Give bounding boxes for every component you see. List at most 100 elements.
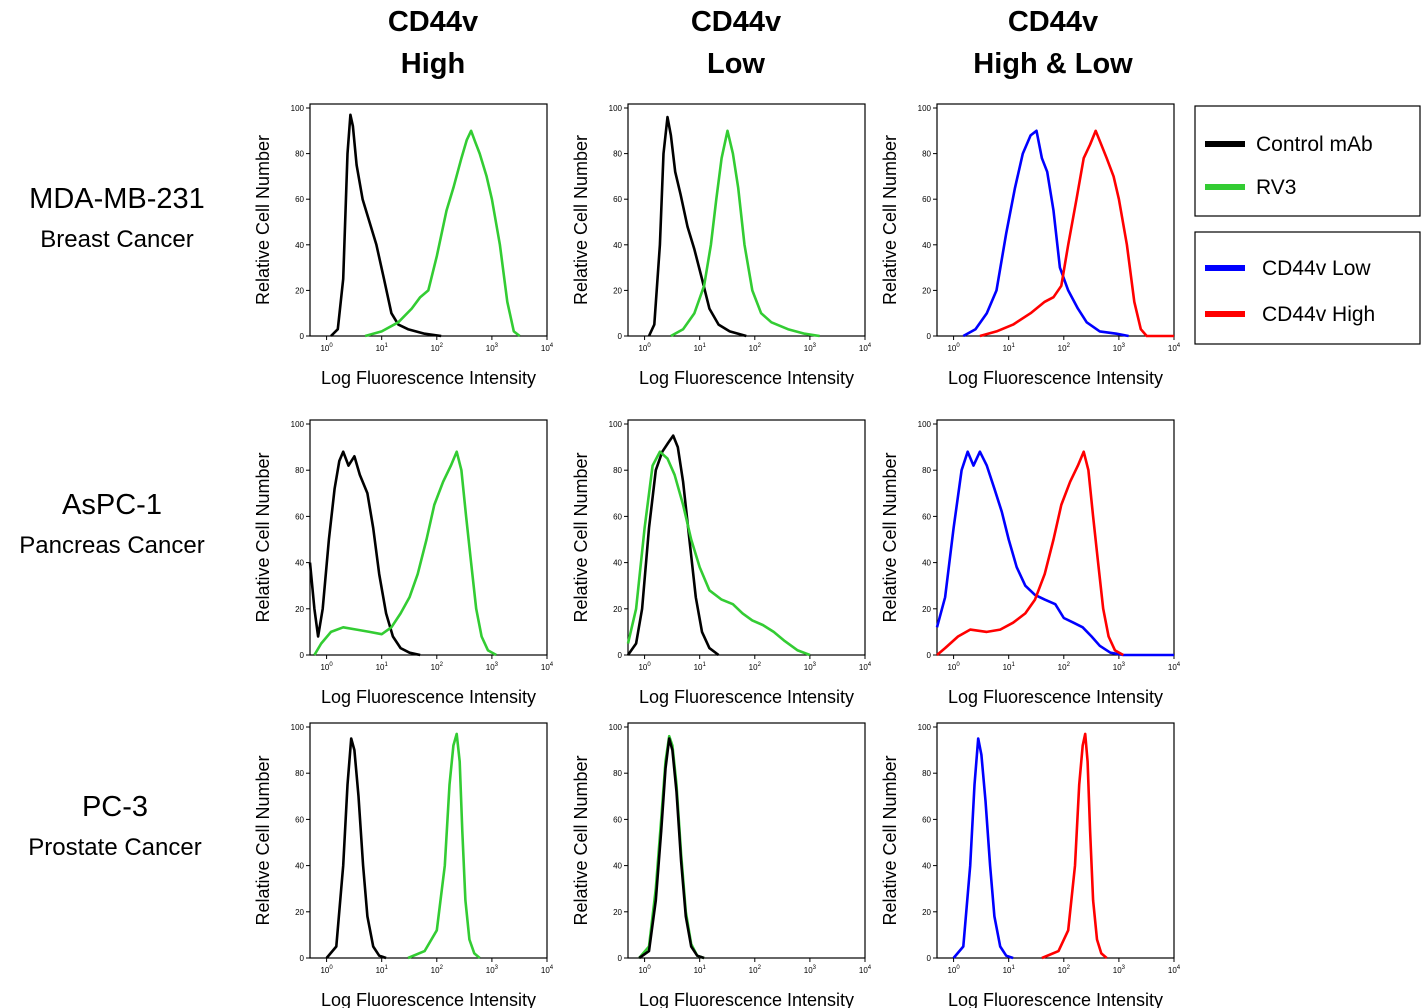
histogram-panels: 0 20 40 60 80 100 100 101 102 103 104 Log Fluoresce…	[253, 103, 1181, 1008]
y-tick-label: 0	[300, 954, 305, 963]
x-tick-label: 103	[804, 662, 817, 672]
y-tick-label: 0	[618, 332, 623, 341]
column-title-1-line2: High	[401, 48, 465, 80]
column-titles: CD44v High CD44v Low CD44v High & Low	[388, 6, 1133, 80]
x-tick-label: 101	[1003, 965, 1016, 975]
histogram-line-1	[952, 737, 1014, 960]
x-tick-label: 100	[947, 343, 960, 353]
plot-frame	[627, 722, 866, 959]
y-tick-label: 0	[300, 332, 305, 341]
x-tick-label: 104	[859, 662, 872, 672]
legend-box-1	[1194, 105, 1421, 217]
column-title-2-line1: CD44v	[691, 6, 781, 38]
plot-frame	[627, 103, 866, 337]
histogram-line-1	[962, 129, 1129, 338]
y-axis-label: Relative Cell Number	[880, 135, 900, 305]
y-tick-label: 20	[295, 908, 304, 917]
x-tick-label: 103	[1113, 343, 1126, 353]
y-tick-label: 60	[613, 512, 622, 521]
x-axis-label: Log Fluorescence Intensity	[639, 687, 854, 707]
y-axis-label: Relative Cell Number	[253, 755, 273, 925]
x-tick-label: 101	[1003, 343, 1016, 353]
x-tick-label: 104	[1168, 662, 1181, 672]
x-axis-label: Log Fluorescence Intensity	[321, 990, 536, 1008]
row-title-3-sub: Prostate Cancer	[28, 834, 201, 861]
panel-r3-c2: 0 20 40 60 80 100 100 101 102 103 104 Log Fluoresce…	[571, 722, 872, 1008]
y-tick-label: 40	[295, 559, 304, 568]
y-tick-label: 20	[922, 908, 931, 917]
x-axis-label: Log Fluorescence Intensity	[948, 368, 1163, 388]
x-tick-label: 102	[431, 662, 444, 672]
x-tick-label: 100	[638, 965, 651, 975]
x-tick-label: 103	[486, 965, 499, 975]
x-tick-label: 101	[694, 662, 707, 672]
plot-frame	[936, 419, 1175, 656]
y-tick-label: 20	[295, 286, 304, 295]
y-tick-label: 0	[618, 651, 623, 660]
histogram-line-2	[936, 450, 1124, 657]
x-tick-label: 100	[320, 965, 333, 975]
y-axis-label: Relative Cell Number	[253, 452, 273, 622]
y-tick-label: 100	[918, 420, 932, 429]
y-tick-label: 60	[613, 815, 622, 824]
y-tick-label: 20	[295, 605, 304, 614]
y-tick-label: 100	[918, 104, 932, 113]
y-tick-label: 0	[927, 651, 932, 660]
column-title-1-line1: CD44v	[388, 6, 478, 38]
histogram-line-2	[638, 737, 705, 960]
histogram-line-2	[670, 129, 820, 338]
panel-r1-c3: 0 20 40 60 80 100 100 101 102 103 104 Log Fluoresce…	[880, 103, 1181, 388]
y-tick-label: 40	[922, 862, 931, 871]
panel-r2-c2: 0 20 40 60 80 100 100 101 102 103 104 Log Fluoresce…	[571, 419, 872, 707]
histogram-line-2	[407, 732, 481, 960]
histogram-line-1	[935, 450, 1174, 657]
row-title-3-name: PC-3	[82, 791, 148, 823]
x-tick-label: 101	[376, 343, 389, 353]
x-tick-label: 102	[431, 343, 444, 353]
y-tick-label: 100	[918, 723, 932, 732]
y-tick-label: 40	[295, 862, 304, 871]
x-axis-label: Log Fluorescence Intensity	[321, 368, 536, 388]
panel-r3-c1: 0 20 40 60 80 100 100 101 102 103 104 Log Fluoresce…	[253, 722, 554, 1008]
x-tick-label: 102	[431, 965, 444, 975]
x-tick-label: 101	[694, 965, 707, 975]
y-tick-label: 20	[613, 908, 622, 917]
y-axis-label: Relative Cell Number	[253, 135, 273, 305]
x-tick-label: 103	[804, 965, 817, 975]
legend-low-high: CD44v Low CD44v High	[1194, 231, 1421, 345]
y-tick-label: 60	[613, 195, 622, 204]
histogram-line-1	[325, 737, 387, 960]
x-axis-label: Log Fluorescence Intensity	[321, 687, 536, 707]
x-tick-label: 101	[694, 343, 707, 353]
y-tick-label: 20	[613, 605, 622, 614]
y-tick-label: 100	[609, 104, 623, 113]
column-title-3-line1: CD44v	[1008, 6, 1098, 38]
y-tick-label: 60	[295, 815, 304, 824]
x-tick-label: 101	[1003, 662, 1016, 672]
y-tick-label: 80	[922, 466, 931, 475]
plot-frame	[309, 419, 548, 656]
y-tick-label: 60	[295, 512, 304, 521]
x-tick-label: 102	[1058, 662, 1071, 672]
y-tick-label: 100	[291, 104, 305, 113]
row-title-1-name: MDA-MB-231	[29, 183, 205, 215]
row-title-2-name: AsPC-1	[62, 489, 162, 521]
panel-r1-c2: 0 20 40 60 80 100 100 101 102 103 104 Log Fluoresce…	[571, 103, 872, 388]
y-tick-label: 0	[927, 332, 932, 341]
x-tick-label: 100	[947, 662, 960, 672]
x-tick-label: 104	[859, 343, 872, 353]
x-tick-label: 103	[1113, 965, 1126, 975]
legend-label-rv3: RV3	[1256, 176, 1296, 199]
x-tick-label: 104	[859, 965, 872, 975]
x-axis-label: Log Fluorescence Intensity	[948, 990, 1163, 1008]
y-tick-label: 100	[609, 420, 623, 429]
legend-control-rv3: Control mAb RV3	[1194, 105, 1421, 217]
y-tick-label: 60	[922, 195, 931, 204]
y-tick-label: 40	[295, 241, 304, 250]
y-tick-label: 100	[609, 723, 623, 732]
y-axis-label: Relative Cell Number	[571, 452, 591, 622]
histogram-line-2	[979, 129, 1174, 338]
x-tick-label: 100	[638, 343, 651, 353]
x-tick-label: 102	[1058, 343, 1071, 353]
panel-r2-c1: 0 20 40 60 80 100 100 101 102 103 104 Log Fluoresce…	[253, 419, 554, 707]
